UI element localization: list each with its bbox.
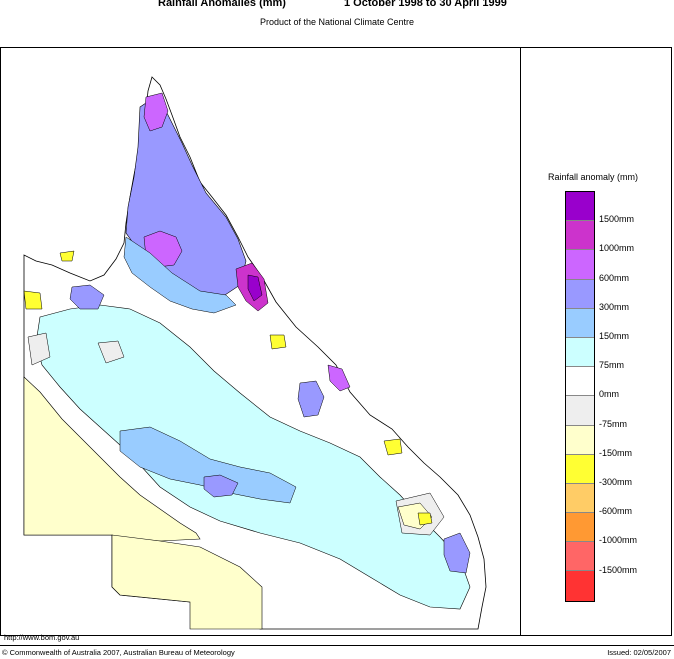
yellow-patch-3 — [269, 334, 287, 350]
legend-tick-label: -1500mm — [599, 564, 638, 575]
legend-swatch — [566, 250, 594, 280]
legend-tick-label: -1000mm — [599, 535, 638, 546]
central-150mm-area — [119, 426, 297, 504]
legend-swatch — [566, 483, 594, 514]
title-period: 1 October 1998 to 30 April 1999 — [344, 0, 507, 9]
footer-bar: © Commonwealth of Australia 2007, Austra… — [0, 645, 674, 659]
southeast-300mm-patch — [443, 532, 471, 574]
legend-tick-label: 600mm — [599, 272, 630, 283]
legend-tick-label: -300mm — [599, 477, 633, 487]
yellow-patch-6 — [59, 250, 75, 262]
central-300mm-area — [203, 474, 239, 498]
legend-tick-label: -600mm — [599, 506, 633, 517]
legend-swatch — [566, 367, 594, 397]
legend-swatch — [566, 337, 594, 368]
issued-date: Issued: 02/05/2007 — [607, 648, 671, 657]
rainfall-map — [23, 76, 487, 630]
legend-swatch — [566, 571, 594, 601]
legend-tick-label: 75mm — [599, 360, 625, 371]
legend-swatch — [566, 454, 594, 484]
source-url[interactable]: http://www.bom.gov.au — [4, 633, 80, 642]
grey-patch-2 — [97, 340, 125, 364]
central-coast-600mm — [327, 364, 351, 392]
legend-tick-label: -150mm — [599, 447, 633, 458]
yellow-patch-2 — [417, 512, 433, 526]
wet-tropics-1500mm — [247, 274, 263, 302]
legend-tick-label: 300mm — [599, 301, 630, 312]
map-subtitle: Product of the National Climate Centre — [259, 17, 415, 27]
copyright-text: © Commonwealth of Australia 2007, Austra… — [2, 648, 235, 657]
yellow-patch-4 — [383, 438, 403, 456]
legend-color-scale — [565, 191, 595, 602]
title-text: Rainfall Anomalies (mm) — [158, 0, 286, 9]
yellow-patch-5 — [23, 290, 43, 310]
grey-patch-1 — [27, 332, 51, 366]
legend-swatch — [566, 396, 594, 426]
legend-swatch — [566, 542, 594, 572]
cape-york-150mm — [123, 236, 237, 314]
legend-swatch — [566, 221, 594, 251]
legend-tick-label: 1000mm — [599, 243, 635, 254]
legend-tick-label: 150mm — [599, 331, 630, 341]
north-300mm-patch — [69, 284, 105, 310]
legend-tick-label: 0mm — [599, 389, 619, 400]
legend-swatch — [566, 279, 594, 309]
central-75mm-band — [35, 304, 471, 610]
legend-title: Rainfall anomaly (mm) — [548, 172, 639, 182]
legend-divider — [520, 47, 521, 636]
legend-tick-label: -75mm — [599, 418, 628, 429]
legend-tick-label: 1500mm — [599, 214, 635, 225]
map-frame — [0, 47, 672, 636]
east-300mm-patch — [297, 380, 325, 418]
legend-swatch — [566, 425, 594, 455]
legend-swatch — [566, 192, 594, 222]
legend-swatch — [566, 513, 594, 543]
legend-swatch — [566, 308, 594, 338]
southwest-dry-area — [111, 534, 263, 630]
cape-york-600mm — [143, 92, 169, 132]
map-title: Rainfall Anomalies (mm) 1 October 1998 t… — [0, 0, 674, 14]
